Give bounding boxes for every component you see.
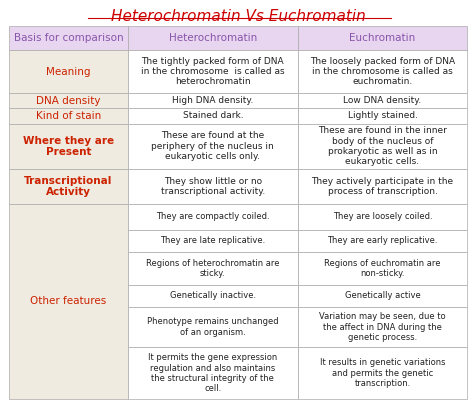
Text: The loosely packed form of DNA
in the chromosome is called as
euchromatin.: The loosely packed form of DNA in the ch…: [310, 57, 455, 87]
Text: Other features: Other features: [30, 296, 107, 306]
Bar: [298, 252, 467, 285]
Text: They are loosely coiled.: They are loosely coiled.: [333, 212, 432, 221]
Bar: [128, 26, 298, 50]
Text: Genetically inactive.: Genetically inactive.: [170, 292, 256, 300]
Bar: [128, 230, 298, 252]
Bar: [9, 204, 128, 399]
Bar: [298, 124, 467, 169]
Text: Phenotype remains unchanged
of an organism.: Phenotype remains unchanged of an organi…: [147, 318, 279, 337]
Bar: [9, 93, 128, 108]
Bar: [298, 169, 467, 204]
Text: Euchromatin: Euchromatin: [349, 33, 416, 43]
Bar: [9, 124, 128, 169]
Bar: [128, 50, 298, 93]
Text: Regions of euchromatin are
non-sticky.: Regions of euchromatin are non-sticky.: [324, 259, 441, 278]
Bar: [128, 124, 298, 169]
Text: High DNA density.: High DNA density.: [172, 96, 254, 105]
Text: Lightly stained.: Lightly stained.: [347, 111, 418, 120]
Bar: [128, 252, 298, 285]
Text: They are early replicative.: They are early replicative.: [328, 236, 438, 245]
Text: The tightly packed form of DNA
in the chromosome  is called as
heterochromatin: The tightly packed form of DNA in the ch…: [141, 57, 285, 87]
Bar: [128, 204, 298, 230]
Text: Stained dark.: Stained dark.: [182, 111, 243, 120]
Bar: [128, 347, 298, 399]
Text: Kind of stain: Kind of stain: [36, 111, 101, 121]
Bar: [9, 108, 128, 124]
Bar: [128, 93, 298, 108]
Text: Heterochromatin Vs Euchromatin: Heterochromatin Vs Euchromatin: [111, 9, 365, 24]
Text: Variation may be seen, due to
the affect in DNA during the
genetic process.: Variation may be seen, due to the affect…: [319, 312, 446, 342]
Text: They show little or no
transcriptional activity.: They show little or no transcriptional a…: [161, 177, 265, 196]
Text: Transcriptional
Activity: Transcriptional Activity: [24, 176, 112, 197]
Text: Meaning: Meaning: [46, 67, 91, 77]
Bar: [298, 230, 467, 252]
Text: These are found at the
periphery of the nucleus in
eukaryotic cells only.: These are found at the periphery of the …: [152, 132, 274, 161]
Text: They are compactly coiled.: They are compactly coiled.: [156, 212, 270, 221]
Text: Low DNA density.: Low DNA density.: [344, 96, 422, 105]
Text: DNA density: DNA density: [36, 96, 100, 106]
Bar: [298, 347, 467, 399]
Bar: [298, 108, 467, 124]
Text: Regions of heterochromatin are
sticky.: Regions of heterochromatin are sticky.: [146, 259, 280, 278]
Bar: [128, 285, 298, 307]
Text: They are late replicative.: They are late replicative.: [160, 236, 265, 245]
Text: Basis for comparison: Basis for comparison: [14, 33, 123, 43]
Text: Genetically active: Genetically active: [345, 292, 420, 300]
Text: They actively participate in the
process of transcription.: They actively participate in the process…: [311, 177, 454, 196]
Bar: [298, 26, 467, 50]
Bar: [9, 26, 128, 50]
Text: It permits the gene expression
regulation and also maintains
the structural inte: It permits the gene expression regulatio…: [148, 353, 277, 393]
Bar: [9, 50, 128, 93]
Bar: [128, 307, 298, 347]
Bar: [298, 93, 467, 108]
Text: Heterochromatin: Heterochromatin: [169, 33, 257, 43]
Bar: [298, 50, 467, 93]
Bar: [9, 169, 128, 204]
Text: These are found in the inner
body of the nucleus of
prokaryotic as well as in
eu: These are found in the inner body of the…: [318, 126, 447, 166]
Bar: [298, 204, 467, 230]
Bar: [128, 169, 298, 204]
Bar: [298, 307, 467, 347]
Bar: [128, 108, 298, 124]
Text: Where they are
Present: Where they are Present: [23, 136, 114, 157]
Bar: [298, 285, 467, 307]
Text: It results in genetic variations
and permits the genetic
transcription.: It results in genetic variations and per…: [320, 358, 445, 388]
